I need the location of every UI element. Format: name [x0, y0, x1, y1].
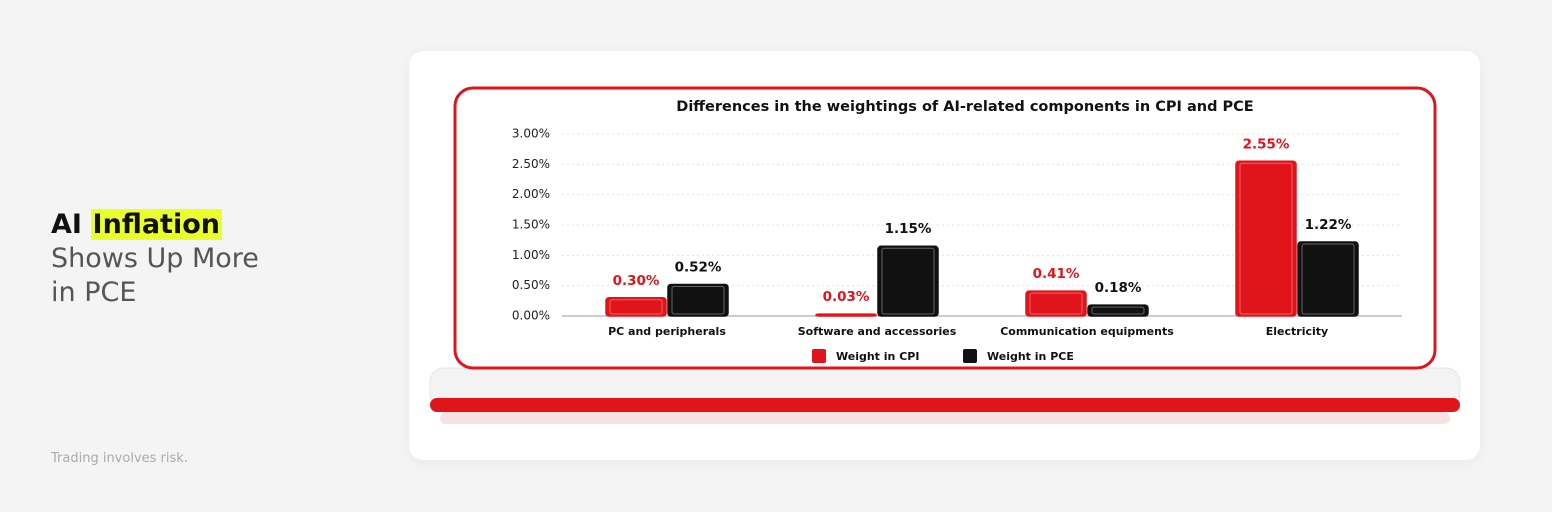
bar [815, 313, 877, 317]
bar-gloss [609, 299, 663, 315]
legend-swatch [963, 349, 977, 363]
value-label: 0.52% [675, 259, 722, 275]
y-tick-label: 2.00% [512, 187, 550, 201]
chart-title: Differences in the weightings of AI-rela… [676, 99, 1253, 115]
bar [877, 245, 939, 317]
value-label: 0.03% [823, 289, 870, 305]
bar [1235, 160, 1297, 317]
bar-gloss [1091, 306, 1145, 315]
x-tick-label: Software and accessories [798, 325, 957, 338]
legend-swatch [812, 349, 826, 363]
y-tick-label: 3.00% [512, 127, 550, 141]
x-tick-label: Electricity [1266, 325, 1328, 338]
bar-gloss [881, 247, 935, 315]
bar [1087, 304, 1149, 317]
bar [1297, 241, 1359, 317]
platform-stripe [430, 398, 1460, 412]
platform-base [440, 412, 1450, 424]
headline-highlight: Inflation [90, 209, 222, 240]
bar-gloss [671, 285, 725, 315]
y-tick-label: 1.00% [512, 248, 550, 262]
headline: AI Inflation Shows Up More in PCE [51, 208, 259, 310]
headline-line: Shows Up More [51, 243, 259, 274]
bar-gloss [1239, 162, 1293, 315]
x-tick-label: PC and peripherals [608, 325, 726, 338]
value-label: 0.18% [1095, 280, 1142, 296]
value-label: 1.22% [1305, 217, 1352, 233]
headline-lead: AI [51, 209, 82, 240]
y-tick-label: 2.50% [512, 157, 550, 171]
y-tick-label: 0.00% [512, 309, 550, 323]
bar [1025, 290, 1087, 317]
legend-label: Weight in PCE [987, 350, 1074, 363]
legend-label: Weight in CPI [836, 350, 919, 363]
headline-line: in PCE [51, 277, 137, 308]
value-label: 1.15% [885, 221, 932, 237]
x-tick-label: Communication equipments [1000, 325, 1174, 338]
y-tick-label: 1.50% [512, 218, 550, 232]
value-label: 0.41% [1033, 266, 1080, 282]
bar [605, 297, 667, 317]
value-label: 0.30% [613, 273, 660, 289]
disclaimer: Trading involves risk. [51, 451, 188, 466]
value-label: 2.55% [1243, 136, 1290, 152]
y-tick-label: 0.50% [512, 278, 550, 292]
bar-gloss [1301, 243, 1355, 315]
bar [667, 283, 729, 317]
bar-gloss [1029, 292, 1083, 315]
